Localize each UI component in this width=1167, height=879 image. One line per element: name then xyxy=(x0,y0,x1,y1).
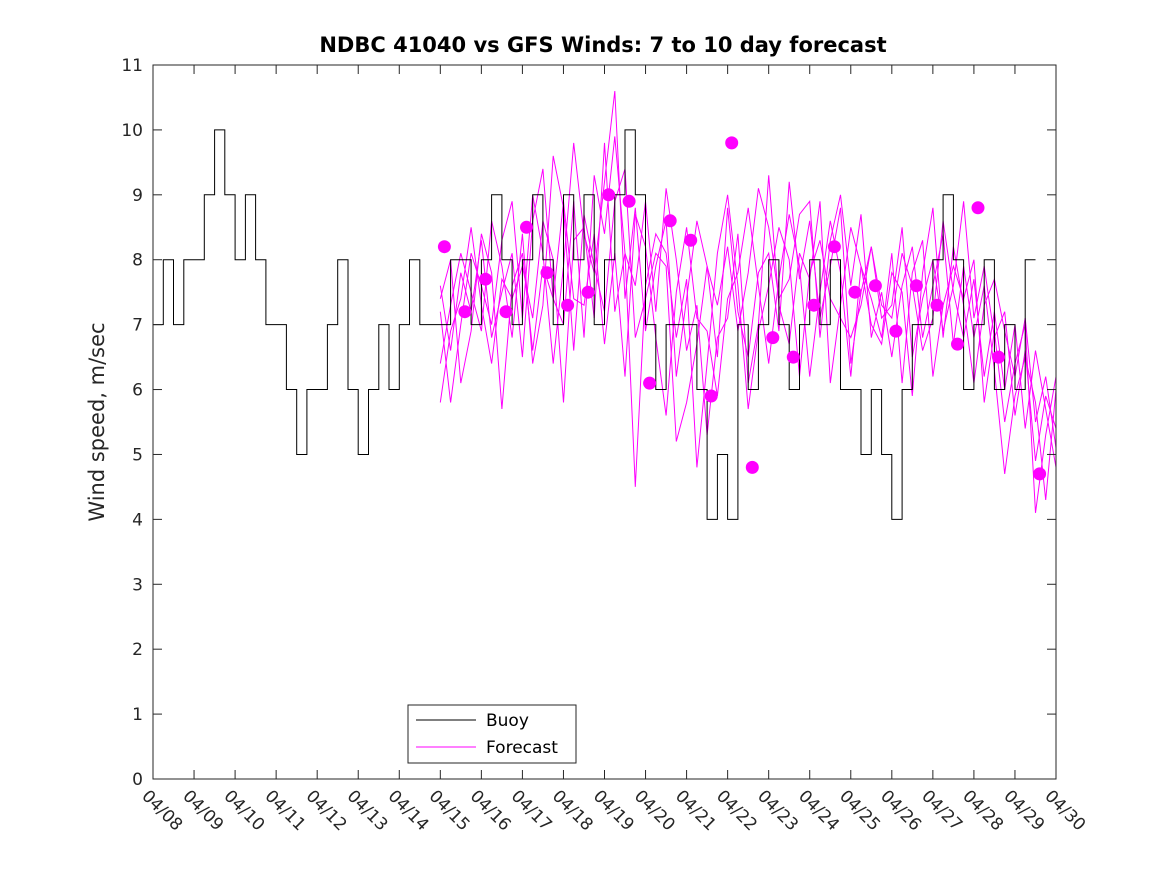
x-tick-label: 04/26 xyxy=(876,786,925,835)
chart-title: NDBC 41040 vs GFS Winds: 7 to 10 day for… xyxy=(319,33,886,57)
x-tick-label: 04/22 xyxy=(712,786,761,835)
forecast-marker xyxy=(827,240,841,254)
forecast-marker xyxy=(663,214,677,228)
x-tick-label: 04/10 xyxy=(220,786,269,835)
forecast-marker xyxy=(561,298,575,312)
y-tick-label: 10 xyxy=(121,121,143,141)
forecast-marker xyxy=(786,350,800,364)
forecast-marker xyxy=(725,136,739,150)
forecast-marker xyxy=(992,350,1005,364)
legend: Buoy Forecast xyxy=(407,704,577,764)
x-tick-label: 04/20 xyxy=(630,786,679,835)
forecast-marker xyxy=(437,240,451,254)
x-tick-label: 04/09 xyxy=(178,786,227,835)
y-tick-label: 1 xyxy=(132,705,143,725)
y-tick-label: 8 xyxy=(132,251,143,271)
buoy-line xyxy=(153,129,1036,520)
y-tick-label: 11 xyxy=(121,56,143,76)
forecast-marker xyxy=(684,233,698,247)
y-tick-label: 6 xyxy=(132,381,143,401)
x-tick-label: 04/13 xyxy=(343,786,392,835)
forecast-marker xyxy=(889,324,903,338)
forecast-marker xyxy=(479,272,492,286)
x-tick-label: 04/11 xyxy=(261,786,310,835)
y-tick-label: 4 xyxy=(132,510,143,530)
forecast-marker xyxy=(848,285,862,299)
y-tick-label: 9 xyxy=(132,186,143,206)
y-tick-label: 3 xyxy=(132,575,143,595)
x-tick-label: 04/17 xyxy=(507,786,556,835)
buoy-step-line xyxy=(153,129,1036,520)
forecast-marker xyxy=(499,305,513,319)
x-tick-label: 04/14 xyxy=(384,786,433,835)
plot-area xyxy=(153,65,1056,779)
forecast-marker xyxy=(971,201,985,215)
forecast-marker xyxy=(602,188,616,202)
forecast-marker xyxy=(540,266,554,280)
y-tick-label: 5 xyxy=(132,445,143,465)
y-tick-label: 2 xyxy=(132,640,143,660)
forecast-marker xyxy=(766,331,780,345)
forecast-marker xyxy=(930,298,944,312)
x-tick-label: 04/27 xyxy=(917,786,966,835)
forecast-marker xyxy=(581,285,595,299)
x-tick-label: 04/16 xyxy=(466,786,515,835)
legend-buoy-label: Buoy xyxy=(486,711,529,731)
forecast-marker xyxy=(909,279,923,293)
forecast-marker xyxy=(1033,467,1047,481)
legend-box xyxy=(407,704,577,764)
forecast-marker xyxy=(643,376,657,390)
x-tick-label: 04/12 xyxy=(302,786,351,835)
forecast-marker xyxy=(745,460,759,474)
forecast-marker xyxy=(622,194,636,208)
x-tick-label: 04/25 xyxy=(835,786,884,835)
forecast-marker xyxy=(458,305,472,319)
forecast-marker xyxy=(951,337,964,351)
x-tick-label: 04/28 xyxy=(958,786,1007,835)
forecast-markers xyxy=(437,136,1047,481)
x-tick-label: 04/15 xyxy=(425,786,474,835)
x-tick-label: 04/29 xyxy=(999,786,1048,835)
x-tick-label: 04/19 xyxy=(589,786,638,835)
y-axis-label: Wind speed, m/sec xyxy=(85,322,109,521)
x-tick-label: 04/30 xyxy=(1040,786,1089,835)
x-tick-label: 04/21 xyxy=(671,786,720,835)
forecast-marker xyxy=(704,389,718,403)
forecast-marker xyxy=(807,298,821,312)
forecast-marker xyxy=(520,220,533,234)
forecast-marker xyxy=(868,279,882,293)
x-tick-label: 04/24 xyxy=(794,786,843,835)
y-tick-label: 7 xyxy=(132,316,143,336)
y-tick-label: 0 xyxy=(132,770,143,790)
legend-forecast-label: Forecast xyxy=(486,738,558,758)
x-tick-label: 04/18 xyxy=(548,786,597,835)
x-tick-label: 04/23 xyxy=(753,786,802,835)
forecast-run-line-5 xyxy=(439,201,1057,513)
x-tick-label: 04/08 xyxy=(137,786,186,835)
